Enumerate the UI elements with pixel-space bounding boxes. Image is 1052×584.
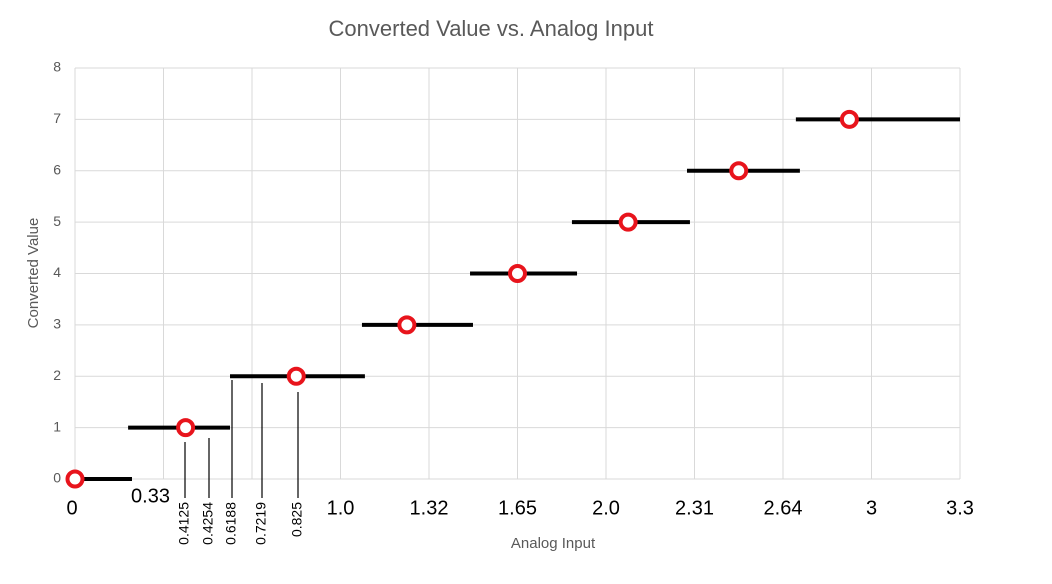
y-tick-label: 4 xyxy=(53,264,61,280)
annotation-label: 0.4125 xyxy=(176,502,192,545)
y-tick-label: 6 xyxy=(53,161,61,177)
y-tick-label: 2 xyxy=(53,367,61,383)
y-tick-label: 0 xyxy=(53,470,61,486)
x-tick-label: 2.31 xyxy=(675,497,714,519)
marker xyxy=(618,212,638,232)
marker xyxy=(286,366,306,386)
x-tick-label: 2.0 xyxy=(592,497,620,519)
y-tick-label: 8 xyxy=(53,59,61,75)
x-tick-label: 2.64 xyxy=(764,497,803,519)
y-axis-title: Converted Value xyxy=(25,218,42,329)
x-tick-label: 3.3 xyxy=(946,497,974,519)
x-tick-label: 1.32 xyxy=(410,497,449,519)
x-tick-label: 1.0 xyxy=(327,497,355,519)
marker xyxy=(397,315,417,335)
x-tick-label: 0 xyxy=(66,497,77,519)
annotation-label: 0.4254 xyxy=(200,502,216,545)
x-tick-label: 3 xyxy=(866,497,877,519)
x-tick-label: 0.33 xyxy=(131,485,170,507)
marker xyxy=(508,264,527,283)
y-tick-label: 1 xyxy=(53,418,61,434)
annotation-label: 0.825 xyxy=(289,502,305,537)
annotation-label: 0.6188 xyxy=(223,502,239,545)
marker xyxy=(839,109,859,129)
marker xyxy=(176,418,196,438)
y-tick-label: 7 xyxy=(53,110,61,126)
marker xyxy=(729,161,749,181)
y-tick-label: 5 xyxy=(53,213,61,229)
x-tick-label: 1.65 xyxy=(498,497,537,519)
y-tick-label: 3 xyxy=(53,316,61,332)
x-axis-title: Analog Input xyxy=(511,535,596,552)
marker xyxy=(65,469,85,489)
chart-title: Converted Value vs. Analog Input xyxy=(329,16,654,41)
annotation-label: 0.7219 xyxy=(253,502,269,545)
